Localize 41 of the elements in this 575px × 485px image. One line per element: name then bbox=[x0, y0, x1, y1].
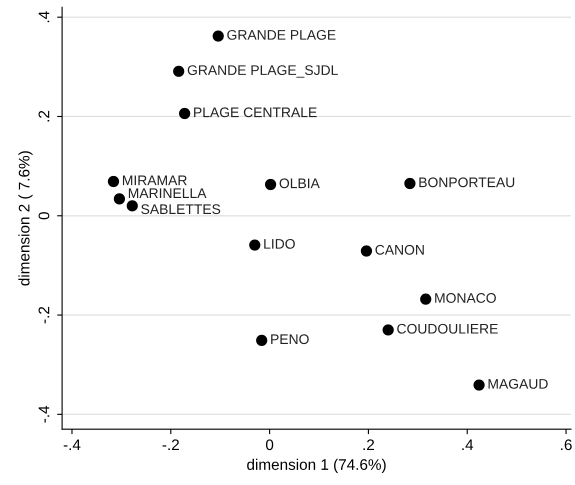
annotation: MARINELLA bbox=[128, 188, 206, 198]
point bbox=[126, 200, 138, 212]
point bbox=[114, 193, 126, 204]
x-axis-title: dimension 1 (74.6%) bbox=[247, 458, 386, 473]
annotation: CANON bbox=[375, 244, 424, 255]
y-tick-label: -.4 bbox=[38, 406, 50, 423]
x-tick-label: 0 bbox=[266, 439, 274, 450]
y-tick-label: .4 bbox=[38, 11, 50, 22]
annotation: MAGAUD bbox=[488, 378, 548, 389]
point bbox=[256, 334, 268, 346]
point bbox=[173, 66, 184, 77]
annotation: MONACO bbox=[435, 293, 496, 303]
point bbox=[382, 324, 394, 336]
x-tick-label: .2 bbox=[363, 439, 374, 450]
point bbox=[212, 30, 224, 42]
point bbox=[249, 239, 260, 251]
annotation: BONPORTEAU bbox=[419, 177, 514, 188]
annotation: GRANDE PLAGE_SJDL bbox=[188, 65, 338, 78]
point bbox=[404, 178, 416, 190]
annotation: COUDOULIERE bbox=[397, 324, 498, 334]
x-tick-label: -.4 bbox=[64, 440, 80, 450]
point bbox=[360, 245, 372, 257]
y-axis-title: dimension 2 ( 7.6%) bbox=[18, 151, 33, 286]
y-tick-label: 0 bbox=[38, 212, 50, 220]
point bbox=[179, 108, 190, 120]
y-tick-label: .2 bbox=[38, 110, 50, 122]
annotation: GRANDE PLAGE bbox=[227, 30, 336, 40]
point bbox=[420, 294, 432, 305]
x-tick-label: -.2 bbox=[162, 439, 179, 450]
annotation: PENO bbox=[271, 334, 309, 344]
point bbox=[473, 379, 485, 391]
annotation: LIDO bbox=[264, 238, 295, 249]
x-tick-label: .4 bbox=[462, 440, 474, 450]
y-tick-label: -.2 bbox=[38, 306, 50, 324]
annotation: OLBIA bbox=[280, 178, 320, 188]
point bbox=[108, 176, 120, 188]
x-tick-label: .6 bbox=[561, 439, 572, 450]
point bbox=[264, 178, 276, 190]
annotation: MIRAMAR bbox=[122, 176, 187, 186]
annotation: PLAGE CENTRALE bbox=[194, 107, 317, 118]
annotation: SABLETTES bbox=[141, 204, 220, 214]
